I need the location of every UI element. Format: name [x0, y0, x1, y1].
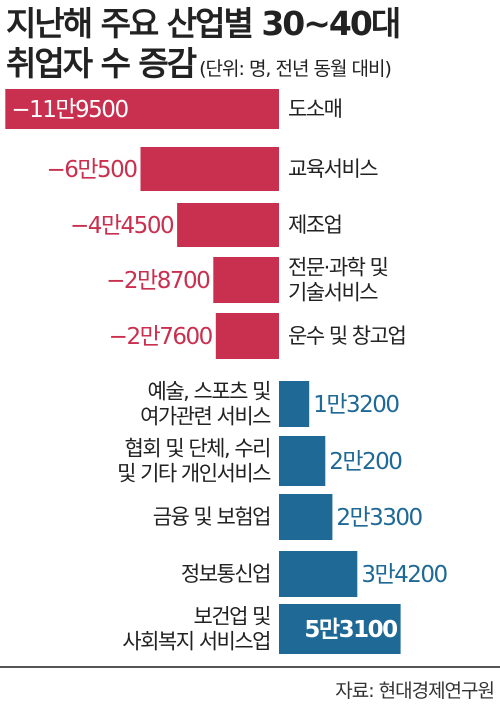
category-label: 교육서비스: [288, 157, 378, 181]
value-label: 1만3200: [313, 392, 399, 418]
title-line-1: 지난해 주요 산업별 30~40대: [6, 4, 401, 43]
source-divider: [0, 666, 500, 668]
bar: [213, 257, 279, 303]
title-line-2-text: 취업자 수 증감: [6, 44, 197, 83]
value-label: 3만4200: [361, 562, 447, 588]
value-label: −4만4500: [70, 213, 174, 239]
bar: [279, 381, 310, 427]
category-label: 보건업 및 사회복지 서비스업: [122, 605, 270, 654]
chart-title: 지난해 주요 산업별 30~40대 취업자 수 증감 (단위: 명, 전년 동월 …: [6, 4, 401, 89]
category-label: 금융 및 보험업: [153, 505, 270, 529]
title-line-2: 취업자 수 증감 (단위: 명, 전년 동월 대비): [6, 44, 399, 89]
bar: [279, 494, 333, 540]
value-label: −11만9500: [11, 97, 128, 123]
value-label: 2만3300: [336, 505, 422, 531]
category-label: 도소매: [288, 97, 342, 121]
category-label: 협회 및 단체, 수리 및 기타 개인서비스: [117, 437, 271, 486]
category-label: 전문·과학 및 기술서비스: [288, 256, 388, 305]
bar: [215, 313, 279, 359]
category-label: 제조업: [288, 213, 341, 237]
value-label: 5만3100: [304, 617, 397, 643]
bar: [177, 203, 279, 247]
value-label: 2만200: [329, 449, 402, 475]
category-label: 예술, 스포츠 및 여가관련 서비스: [140, 380, 271, 429]
bar: [5, 89, 280, 129]
bar: [279, 604, 401, 654]
value-label: −2만8700: [106, 268, 210, 294]
category-label: 정보통신업: [181, 562, 270, 586]
source-note: 자료: 현대경제연구원: [335, 680, 495, 702]
bar: [140, 147, 279, 191]
bar: [279, 551, 358, 597]
unit-note: (단위: 명, 전년 동월 대비): [199, 58, 392, 80]
value-label: −2만7600: [109, 324, 213, 350]
category-label: 운수 및 창고업: [288, 324, 405, 348]
value-label: −6만500: [46, 157, 137, 183]
bar: [279, 436, 326, 486]
